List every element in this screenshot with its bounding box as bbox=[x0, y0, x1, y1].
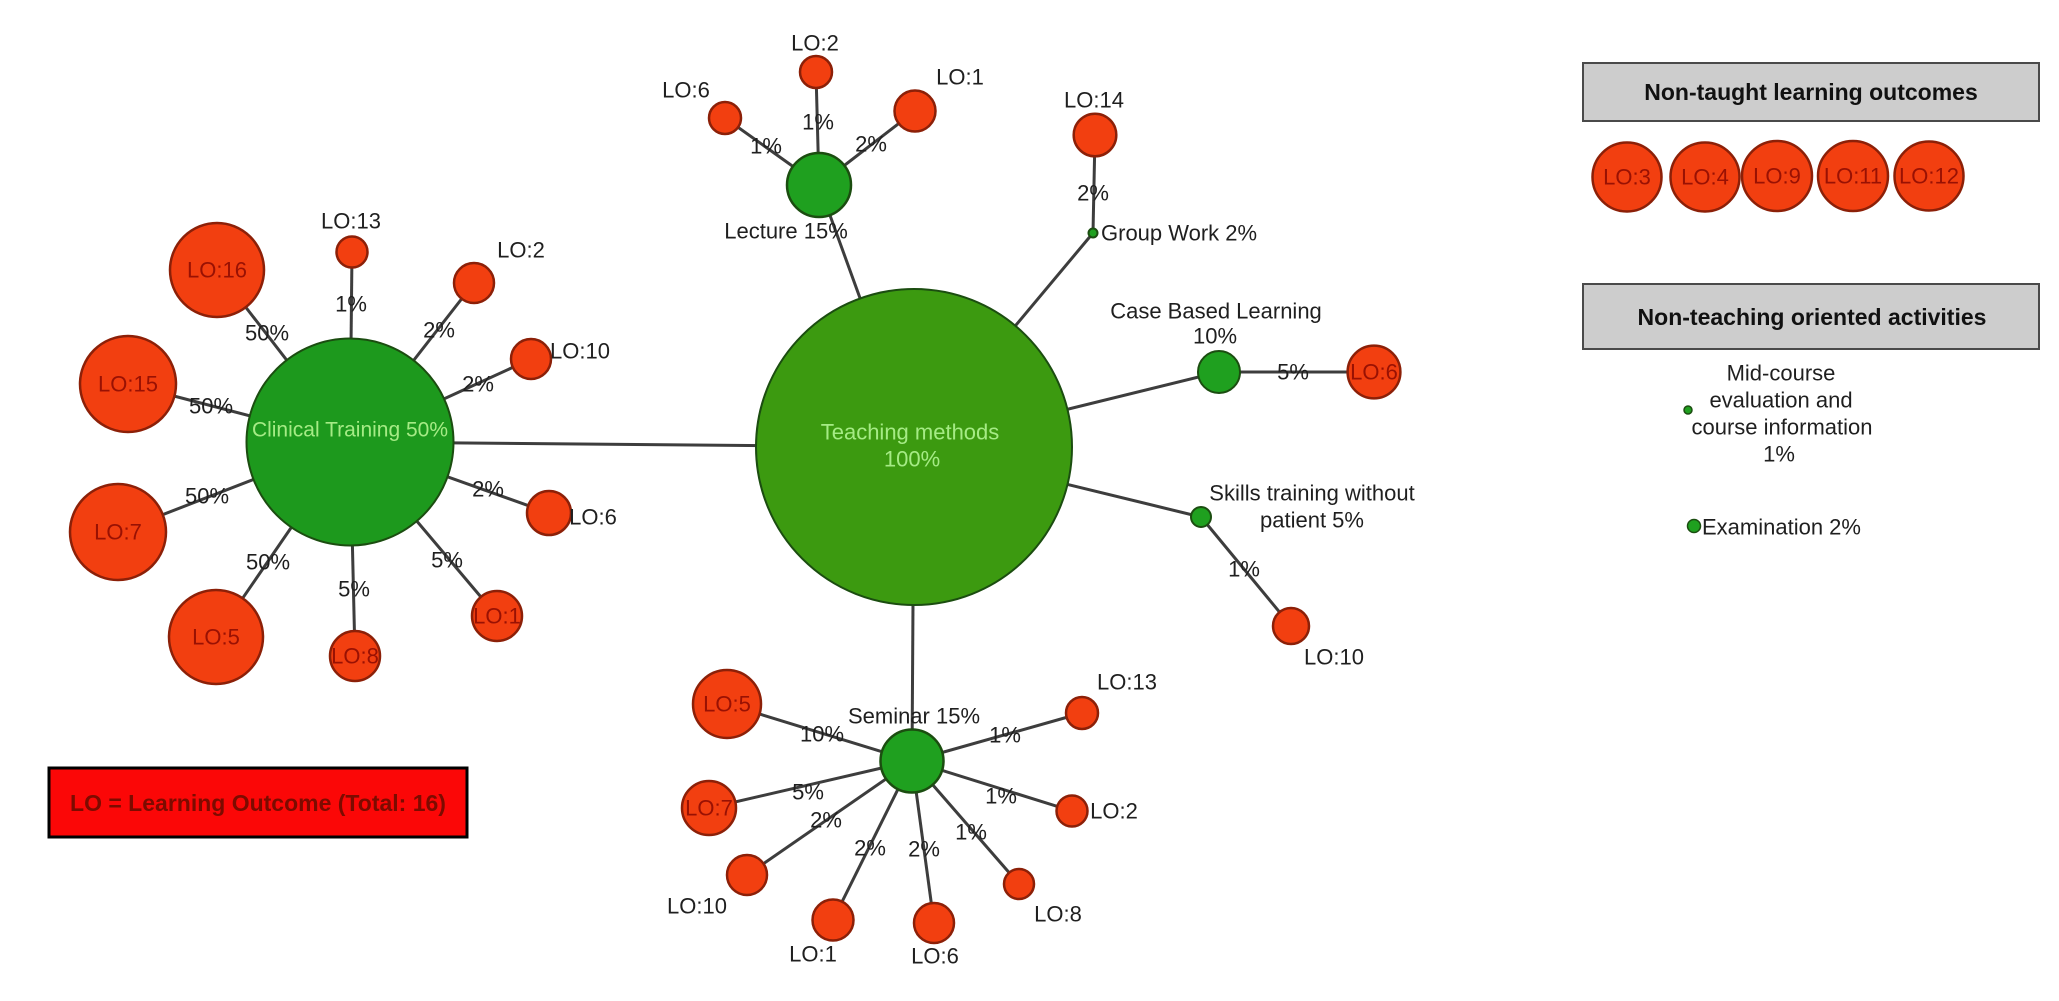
svg-text:50%: 50% bbox=[245, 321, 289, 346]
svg-text:course information: course information bbox=[1692, 415, 1873, 440]
svg-text:LO:15: LO:15 bbox=[98, 372, 158, 397]
svg-text:evaluation and: evaluation and bbox=[1709, 388, 1852, 413]
svg-text:2%: 2% bbox=[472, 477, 504, 502]
svg-text:Teaching methods: Teaching methods bbox=[821, 420, 1000, 445]
svg-text:10%: 10% bbox=[800, 722, 844, 747]
svg-text:LO:2: LO:2 bbox=[1090, 799, 1138, 824]
svg-text:LO:10: LO:10 bbox=[667, 894, 727, 919]
svg-text:LO:9: LO:9 bbox=[1753, 164, 1801, 189]
svg-text:2%: 2% bbox=[908, 837, 940, 862]
svg-text:1%: 1% bbox=[1763, 442, 1795, 467]
svg-text:LO:13: LO:13 bbox=[321, 209, 381, 234]
svg-text:LO:13: LO:13 bbox=[1097, 670, 1157, 695]
svg-text:2%: 2% bbox=[855, 132, 887, 157]
svg-text:Clinical Training 50%: Clinical Training 50% bbox=[252, 419, 448, 442]
svg-text:LO:4: LO:4 bbox=[1681, 165, 1729, 190]
svg-text:2%: 2% bbox=[423, 318, 455, 343]
svg-text:Skills training without: Skills training without bbox=[1209, 481, 1414, 506]
svg-text:LO:2: LO:2 bbox=[497, 238, 545, 263]
svg-text:LO:2: LO:2 bbox=[791, 31, 839, 56]
svg-text:LO:7: LO:7 bbox=[94, 520, 142, 545]
svg-text:patient 5%: patient 5% bbox=[1260, 508, 1364, 533]
svg-text:LO:8: LO:8 bbox=[331, 644, 379, 669]
svg-text:LO:1: LO:1 bbox=[789, 942, 837, 967]
svg-text:1%: 1% bbox=[1228, 557, 1260, 582]
svg-text:1%: 1% bbox=[955, 820, 987, 845]
svg-text:LO:6: LO:6 bbox=[662, 78, 710, 103]
svg-text:Case Based Learning: Case Based Learning bbox=[1110, 299, 1322, 324]
svg-text:LO:16: LO:16 bbox=[187, 258, 247, 283]
svg-text:LO:5: LO:5 bbox=[703, 692, 751, 717]
svg-text:100%: 100% bbox=[884, 447, 940, 472]
svg-text:10%: 10% bbox=[1193, 324, 1237, 349]
svg-text:1%: 1% bbox=[750, 134, 782, 159]
svg-text:1%: 1% bbox=[802, 110, 834, 135]
svg-text:1%: 1% bbox=[985, 784, 1017, 809]
svg-text:50%: 50% bbox=[246, 550, 290, 575]
svg-text:1%: 1% bbox=[335, 292, 367, 317]
svg-text:LO:12: LO:12 bbox=[1899, 164, 1959, 189]
svg-text:Examination 2%: Examination 2% bbox=[1702, 515, 1861, 540]
svg-text:LO:10: LO:10 bbox=[1304, 645, 1364, 670]
svg-text:1%: 1% bbox=[989, 723, 1021, 748]
svg-text:LO:10: LO:10 bbox=[550, 339, 610, 364]
svg-text:LO:3: LO:3 bbox=[1603, 165, 1651, 190]
svg-text:5%: 5% bbox=[338, 577, 370, 602]
svg-text:50%: 50% bbox=[185, 484, 229, 509]
svg-text:5%: 5% bbox=[1277, 360, 1309, 385]
svg-text:2%: 2% bbox=[1077, 181, 1109, 206]
svg-text:LO:6: LO:6 bbox=[1350, 360, 1398, 385]
svg-text:Non-teaching oriented activiti: Non-teaching oriented activities bbox=[1638, 304, 1987, 330]
svg-text:LO:8: LO:8 bbox=[1034, 902, 1082, 927]
svg-text:LO = Learning Outcome (Total:: LO = Learning Outcome (Total: 16) bbox=[70, 790, 446, 816]
svg-text:2%: 2% bbox=[810, 808, 842, 833]
svg-text:Seminar 15%: Seminar 15% bbox=[848, 704, 980, 729]
svg-text:Group Work 2%: Group Work 2% bbox=[1101, 221, 1257, 246]
svg-text:LO:5: LO:5 bbox=[192, 625, 240, 650]
svg-text:LO:1: LO:1 bbox=[936, 65, 984, 90]
svg-text:Lecture 15%: Lecture 15% bbox=[724, 219, 848, 244]
svg-text:5%: 5% bbox=[792, 780, 824, 805]
svg-text:Non-taught learning outcomes: Non-taught learning outcomes bbox=[1644, 79, 1978, 105]
svg-text:2%: 2% bbox=[462, 372, 494, 397]
svg-text:LO:11: LO:11 bbox=[1824, 164, 1882, 189]
svg-text:50%: 50% bbox=[189, 394, 233, 419]
svg-text:LO:7: LO:7 bbox=[685, 796, 733, 821]
svg-text:2%: 2% bbox=[854, 836, 886, 861]
svg-text:Mid-course: Mid-course bbox=[1727, 361, 1836, 386]
svg-text:LO:14: LO:14 bbox=[1064, 88, 1124, 113]
svg-text:5%: 5% bbox=[431, 548, 463, 573]
svg-text:LO:6: LO:6 bbox=[569, 505, 617, 530]
svg-text:LO:1: LO:1 bbox=[473, 604, 521, 629]
svg-text:LO:6: LO:6 bbox=[911, 944, 959, 969]
